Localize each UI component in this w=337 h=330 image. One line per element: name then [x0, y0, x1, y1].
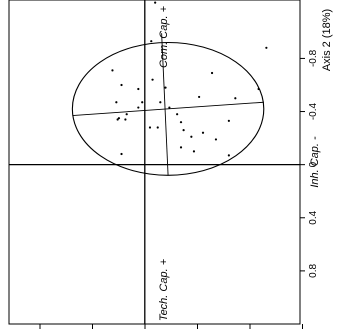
data-point — [210, 71, 214, 75]
data-point — [115, 101, 118, 104]
data-point — [159, 101, 162, 104]
com-cap-annotation: Com. Cap. + — [158, 5, 170, 68]
data-point — [120, 152, 123, 156]
data-point — [198, 95, 201, 99]
y-tick-label: 0.4 — [308, 210, 319, 224]
data-point — [137, 87, 140, 91]
y-tick-label: -0.4 — [308, 102, 319, 120]
data-point — [190, 135, 193, 138]
tech-cap-annotation: Tech. Cap. + — [158, 258, 170, 321]
data-point — [154, 1, 157, 4]
data-point — [227, 154, 230, 157]
data-point — [176, 113, 179, 116]
data-point — [120, 83, 123, 87]
inh-cap-annotation: Inh. Cap. - — [309, 136, 321, 188]
ellipse-axis-line — [72, 101, 264, 116]
data-point — [234, 97, 237, 100]
data-point — [201, 131, 205, 134]
data-point — [111, 69, 114, 72]
data-point — [124, 118, 127, 121]
y-axis-label: Axis 2 (18%) — [321, 9, 333, 71]
data-point — [151, 78, 154, 81]
y-tick-label: 0.8 — [308, 263, 319, 277]
data-point — [182, 129, 185, 132]
data-point — [164, 86, 167, 89]
data-point — [150, 40, 153, 43]
y-tick-label: -0.8 — [308, 49, 319, 67]
data-point — [257, 87, 260, 91]
data-point — [156, 126, 159, 129]
data-point — [179, 121, 183, 124]
data-point — [227, 119, 230, 122]
data-point — [192, 150, 196, 153]
data-point — [116, 118, 119, 121]
data-point — [214, 138, 218, 141]
data-point — [179, 146, 183, 149]
plot-frame — [8, 0, 301, 325]
y-tick-label: 0 — [308, 161, 319, 167]
data-point — [141, 101, 144, 104]
data-point — [125, 113, 128, 116]
data-point — [265, 46, 268, 49]
ellipse-axis-line — [161, 33, 169, 176]
data-point — [148, 126, 152, 129]
data-point — [168, 106, 171, 109]
data-point — [137, 106, 140, 109]
